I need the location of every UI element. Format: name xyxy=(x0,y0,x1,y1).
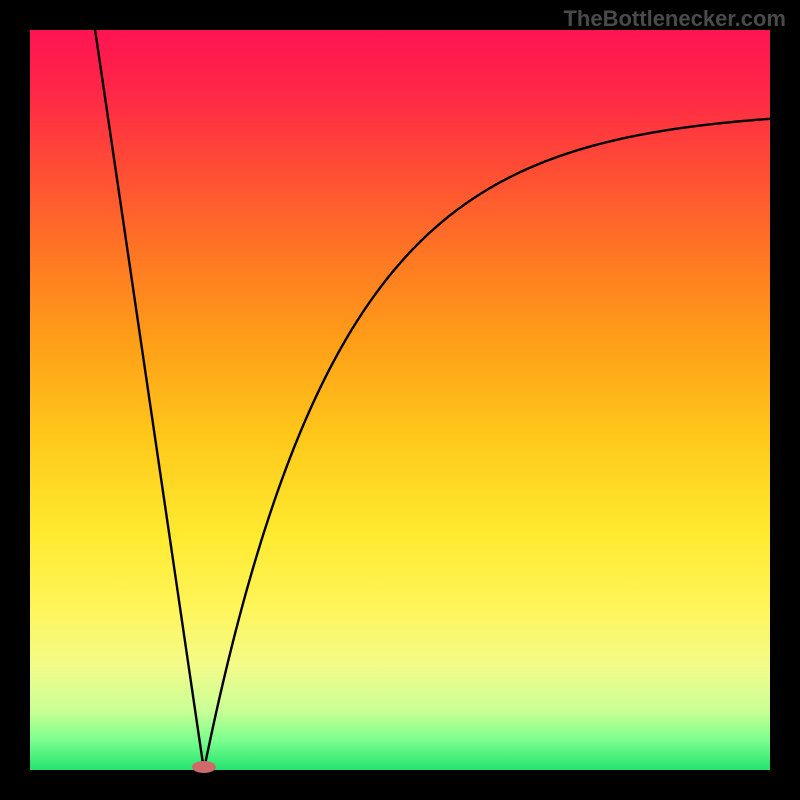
figure-frame: TheBottlenecker.com xyxy=(0,0,800,800)
plot-gradient-background xyxy=(30,30,770,770)
watermark: TheBottlenecker.com xyxy=(563,6,786,32)
